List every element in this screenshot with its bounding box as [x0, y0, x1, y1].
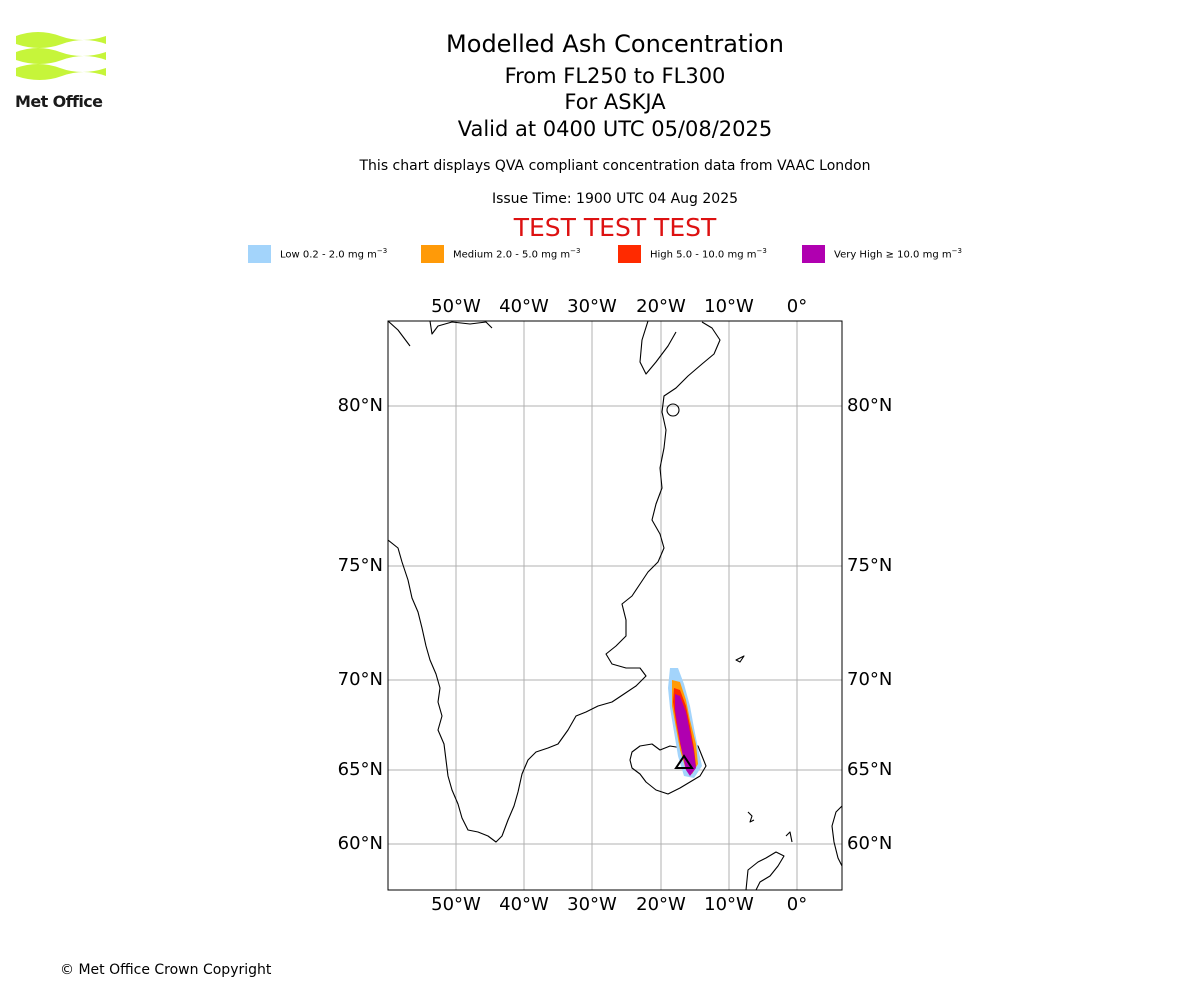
test-banner: TEST TEST TEST — [513, 213, 717, 242]
logo-wordmark: Met Office — [15, 92, 103, 111]
lat-label-right-60n: 60°N — [847, 833, 892, 854]
scotland-coast — [745, 851, 785, 890]
legend-unit-exp-low: −3 — [376, 247, 388, 255]
lon-label-bottom-50w: 50°W — [431, 894, 481, 915]
lon-label-bottom-0: 0° — [787, 894, 807, 915]
volcano-name: For ASKJA — [564, 90, 666, 114]
legend-swatch-low — [248, 245, 271, 263]
lon-label-bottom-40w: 40°W — [499, 894, 549, 915]
coastline — [388, 321, 842, 890]
lat-label-right-65n: 65°N — [847, 759, 892, 780]
valid-time: Valid at 0400 UTC 05/08/2025 — [457, 117, 773, 141]
lat-label-left-65n: 65°N — [338, 759, 383, 780]
greenland-west-coast — [388, 321, 721, 843]
island-ne-greenland — [666, 403, 680, 417]
lon-label-top-30w: 30°W — [567, 296, 617, 317]
legend-swatch-high — [618, 245, 641, 263]
legend-label-high: High 5.0 - 10.0 mg m — [650, 249, 757, 261]
issue-time: Issue Time: 1900 UTC 04 Aug 2025 — [491, 191, 739, 207]
lon-label-bottom-20w: 20°W — [636, 894, 686, 915]
legend-unit-exp-very-high: −3 — [951, 247, 962, 255]
lon-label-top-10w: 10°W — [704, 296, 754, 317]
ash-plume-very-high — [675, 694, 696, 776]
copyright-notice: © Met Office Crown Copyright — [60, 962, 272, 978]
legend-swatch-medium — [421, 245, 444, 263]
lon-label-top-0: 0° — [787, 296, 807, 317]
lat-label-right-80n: 80°N — [847, 395, 892, 416]
lat-label-left-80n: 80°N — [338, 395, 383, 416]
graticule — [388, 321, 842, 890]
faroe-islands — [747, 811, 755, 823]
greenland-north-coast — [388, 321, 411, 347]
legend-label-very-high: Very High ≥ 10.0 mg m — [834, 249, 952, 261]
lon-label-bottom-30w: 30°W — [567, 894, 617, 915]
iceland-coast — [629, 743, 707, 795]
chart-title: Modelled Ash Concentration — [446, 30, 784, 58]
legend-unit-exp-medium: −3 — [570, 247, 581, 255]
lat-label-right-70n: 70°N — [847, 669, 892, 690]
lat-label-left-75n: 75°N — [338, 555, 383, 576]
lon-label-bottom-10w: 10°W — [704, 894, 754, 915]
ash-plume — [668, 668, 702, 778]
lat-label-left-70n: 70°N — [338, 669, 383, 690]
flight-level-range: From FL250 to FL300 — [504, 64, 726, 88]
shetland — [785, 831, 793, 843]
lat-label-right-75n: 75°N — [847, 555, 892, 576]
jan-mayen — [735, 655, 745, 663]
legend-label-medium: Medium 2.0 - 5.0 mg m — [453, 249, 571, 261]
greenland-northeast-inlet — [639, 321, 677, 375]
lon-label-top-20w: 20°W — [636, 296, 686, 317]
legend-unit-exp-high: −3 — [756, 247, 767, 255]
lon-label-top-40w: 40°W — [499, 296, 549, 317]
volcano-source-marker — [674, 754, 694, 769]
greenland-north-coast-2 — [429, 321, 493, 335]
norway-coast — [831, 805, 842, 867]
lat-label-left-60n: 60°N — [338, 833, 383, 854]
qva-info-text: This chart displays QVA compliant concen… — [359, 158, 871, 174]
map-frame — [387, 320, 843, 891]
met-office-logo-icon — [16, 32, 106, 80]
legend-label-low: Low 0.2 - 2.0 mg m — [280, 249, 377, 261]
legend-swatch-very-high — [802, 245, 825, 263]
lon-label-top-50w: 50°W — [431, 296, 481, 317]
